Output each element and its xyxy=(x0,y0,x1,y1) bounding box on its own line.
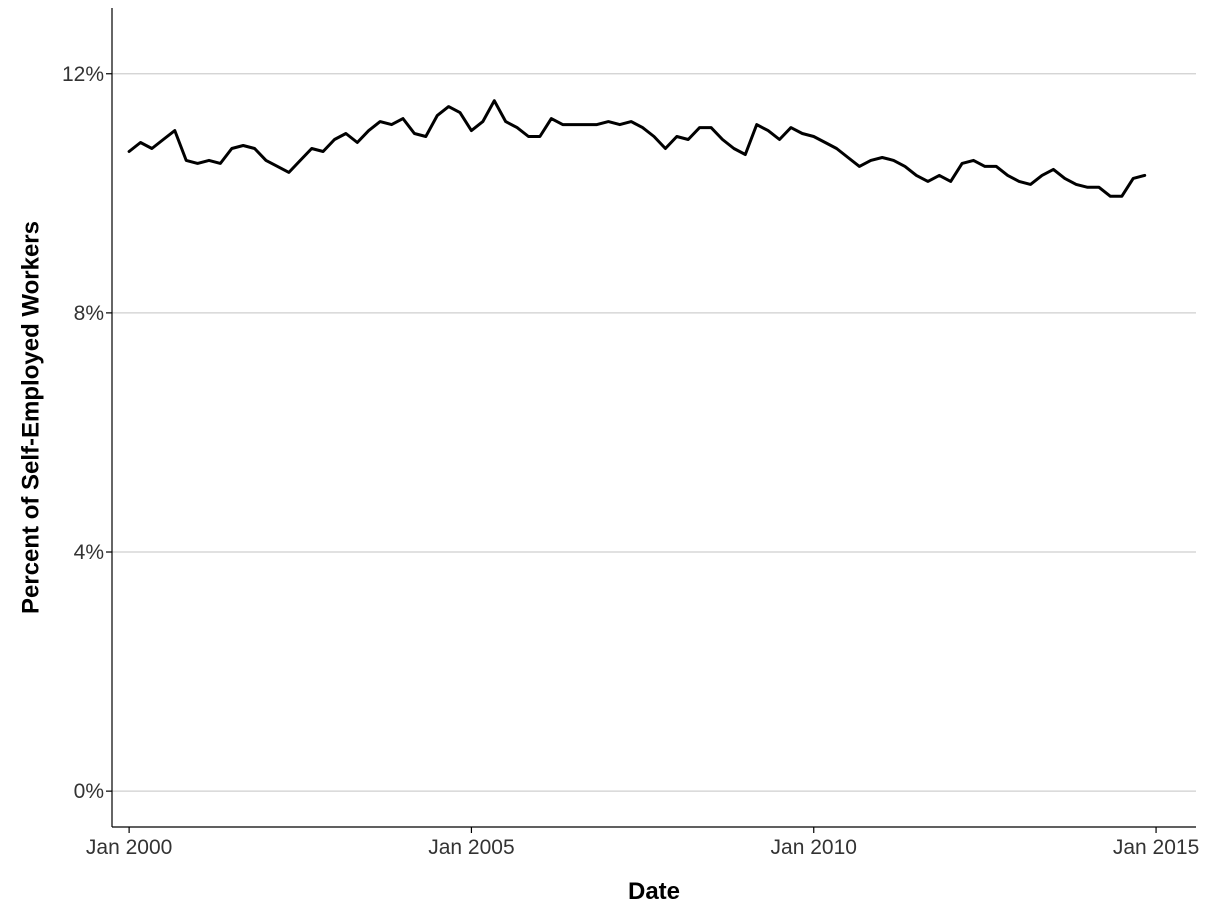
y-tick-label: 0% xyxy=(74,780,104,803)
gridlines xyxy=(112,73,1196,792)
y-axis-ticks: 0% 4% 8% 12% xyxy=(62,63,112,803)
x-axis-ticks: Jan 2000 Jan 2005 Jan 2010 Jan 2015 xyxy=(86,827,1199,859)
series-line xyxy=(127,99,1147,198)
x-tick-label: Jan 2015 xyxy=(1113,836,1199,859)
y-tick-label: 8% xyxy=(74,302,104,325)
y-axis-title: Percent of Self-Employed Workers xyxy=(17,221,44,614)
y-tick-label: 4% xyxy=(74,541,104,564)
x-tick-label: Jan 2010 xyxy=(771,836,857,859)
x-tick-label: Jan 2005 xyxy=(428,836,514,859)
x-tick-label: Jan 2000 xyxy=(86,836,172,859)
x-axis-title: Date xyxy=(628,878,680,903)
y-tick-label: 12% xyxy=(62,63,104,86)
